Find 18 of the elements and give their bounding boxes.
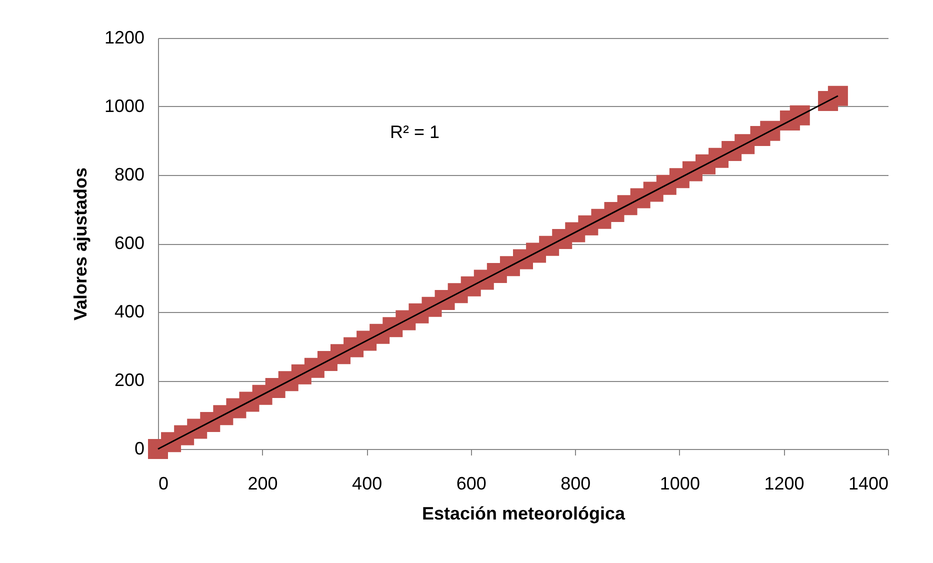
- y-tick-label: 600: [114, 233, 144, 253]
- x-axis-title: Estación meteorológica: [422, 504, 626, 524]
- y-tick-label: 800: [114, 164, 144, 184]
- y-tick-label: 200: [114, 370, 144, 390]
- annotation: R² = 1: [390, 122, 440, 142]
- y-tick-label: 1000: [104, 96, 144, 116]
- y-tick-label: 1200: [104, 28, 144, 48]
- x-tick-label: 400: [352, 474, 382, 494]
- y-axis-title: Valores ajustados: [70, 167, 90, 321]
- x-tick-label: 1400: [848, 474, 888, 494]
- y-tick-label: 400: [114, 302, 144, 322]
- x-tick-label: 1000: [660, 474, 700, 494]
- x-tick-label: 1200: [764, 474, 804, 494]
- y-tick-label: 0: [134, 438, 144, 458]
- x-tick-label: 600: [456, 474, 486, 494]
- x-tick-label: 200: [248, 474, 278, 494]
- x-tick-label: 0: [158, 474, 169, 494]
- x-tick-label: 800: [560, 474, 591, 494]
